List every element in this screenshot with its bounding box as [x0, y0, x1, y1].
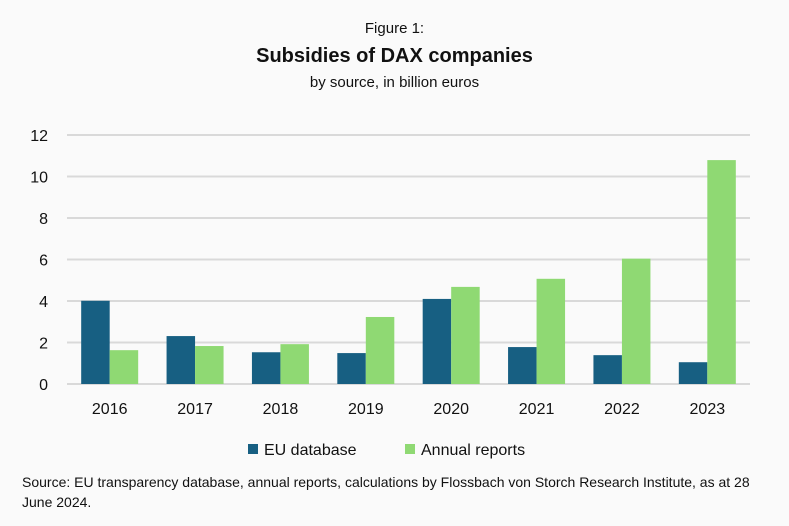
bar-annual-reports-2018 — [280, 344, 309, 384]
y-tick-label: 8 — [39, 211, 48, 228]
x-tick-label: 2020 — [433, 401, 469, 418]
bar-eu-database-2021 — [508, 347, 537, 384]
y-tick-label: 0 — [39, 377, 48, 394]
bar-eu-database-2018 — [251, 352, 281, 384]
chart-subtitle: by source, in billion euros — [309, 74, 480, 91]
bar-annual-reports-2017 — [195, 346, 224, 384]
bar-annual-reports-2021 — [536, 278, 566, 384]
y-tick-label: 12 — [30, 128, 48, 145]
x-tick-label: 2022 — [604, 401, 640, 418]
x-tick-label: 2016 — [92, 401, 128, 418]
bar-annual-reports-2022 — [621, 258, 651, 384]
source-note: Source: EU transparency database, annual… — [22, 474, 750, 510]
y-tick-label: 4 — [39, 294, 48, 311]
bar-eu-database-2016 — [81, 300, 110, 384]
bar-annual-reports-2019 — [365, 316, 395, 384]
x-tick-label: 2023 — [690, 401, 726, 418]
bar-eu-database-2017 — [166, 336, 196, 384]
x-tick-label: 2019 — [348, 401, 384, 418]
bar-eu-database-2022 — [593, 355, 622, 384]
x-tick-label: 2017 — [177, 401, 213, 418]
bar-eu-database-2020 — [422, 298, 452, 384]
legend-label: Annual reports — [421, 442, 525, 459]
chart-title: Subsidies of DAX companies — [256, 45, 533, 67]
bar-annual-reports-2016 — [109, 350, 139, 384]
bar-eu-database-2019 — [337, 353, 366, 384]
legend-swatch — [405, 444, 415, 454]
chart-pretitle: Figure 1: — [364, 20, 425, 37]
bar-annual-reports-2020 — [451, 286, 480, 384]
y-tick-label: 10 — [30, 170, 48, 187]
x-tick-label: 2021 — [519, 401, 555, 418]
bar-eu-database-2023 — [678, 362, 708, 384]
legend-label: EU database — [264, 442, 357, 459]
x-tick-label: 2018 — [263, 401, 299, 418]
y-tick-label: 2 — [39, 336, 48, 353]
legend-swatch — [248, 444, 258, 454]
bar-annual-reports-2023 — [707, 160, 736, 384]
y-tick-label: 6 — [39, 253, 48, 270]
